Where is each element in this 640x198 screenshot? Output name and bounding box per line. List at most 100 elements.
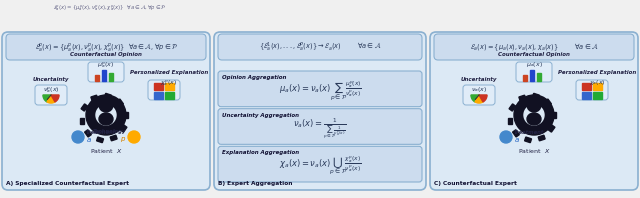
FancyBboxPatch shape: [430, 32, 638, 190]
FancyBboxPatch shape: [2, 32, 210, 190]
Circle shape: [128, 131, 140, 143]
Text: C) Counterfactual Expert: C) Counterfactual Expert: [434, 181, 517, 186]
Bar: [508, 118, 512, 124]
Bar: [523, 75, 527, 81]
Bar: [165, 92, 174, 99]
Wedge shape: [47, 95, 55, 103]
Circle shape: [527, 98, 541, 112]
Bar: [104, 93, 111, 99]
Text: $\{\mathcal{E}^1_a(x),...,\mathcal{E}^P_a(x)\} \rightarrow \mathcal{E}_a(x)$    : $\{\mathcal{E}^1_a(x),...,\mathcal{E}^P_…: [259, 40, 381, 54]
Wedge shape: [43, 95, 51, 102]
FancyBboxPatch shape: [35, 85, 67, 105]
Bar: [165, 83, 174, 90]
Wedge shape: [471, 95, 487, 103]
Bar: [109, 73, 113, 81]
Bar: [154, 83, 163, 90]
Text: Treatment: Treatment: [86, 129, 116, 134]
Text: Counterfactual Opinion: Counterfactual Opinion: [498, 52, 570, 57]
Circle shape: [500, 131, 512, 143]
Ellipse shape: [99, 113, 113, 125]
Bar: [525, 137, 532, 143]
Text: $a$: $a$: [514, 136, 520, 144]
Bar: [582, 83, 591, 90]
Bar: [537, 73, 541, 81]
Text: $\mathcal{E}^p_a(x) = \{\mu^p_a(x), \nu^p_a(x), \chi^p_a(x)\}$  $\forall a \in \: $\mathcal{E}^p_a(x) = \{\mu^p_a(x), \nu^…: [53, 3, 167, 13]
Text: Uncertainty: Uncertainty: [461, 77, 497, 82]
Bar: [116, 99, 124, 106]
FancyBboxPatch shape: [218, 146, 422, 182]
Text: Personalized Explanation: Personalized Explanation: [130, 70, 208, 75]
Text: Counterfactual Opinion: Counterfactual Opinion: [70, 52, 142, 57]
Bar: [154, 92, 163, 99]
Text: $\mathcal{E}_a(x) = \{\mu_a(x), \nu_a(x), \chi_a(x)\}$        $\forall a \in \ma: $\mathcal{E}_a(x) = \{\mu_a(x), \nu_a(x)…: [470, 41, 598, 53]
Bar: [530, 70, 534, 81]
Text: Patient  $\mathit{X}$: Patient $\mathit{X}$: [518, 147, 550, 155]
Text: $\nu^p_a(x)$: $\nu^p_a(x)$: [43, 85, 60, 95]
FancyBboxPatch shape: [463, 85, 495, 105]
FancyBboxPatch shape: [218, 71, 422, 107]
Text: $\mu^p_a(x)$: $\mu^p_a(x)$: [97, 60, 115, 70]
Bar: [519, 95, 526, 101]
Bar: [552, 112, 556, 118]
Text: Technology: Technology: [93, 129, 126, 134]
FancyBboxPatch shape: [88, 62, 124, 82]
FancyBboxPatch shape: [214, 32, 426, 190]
Bar: [124, 112, 128, 118]
Text: B) Expert Aggregation: B) Expert Aggregation: [218, 181, 292, 186]
Bar: [84, 130, 92, 137]
Text: $\chi_a(x)$: $\chi_a(x)$: [589, 78, 605, 87]
Circle shape: [514, 95, 554, 135]
Text: Explanation Aggregation: Explanation Aggregation: [222, 150, 299, 155]
Text: $\mu_a(x)$: $\mu_a(x)$: [525, 60, 543, 69]
Bar: [97, 137, 104, 143]
Text: Opinion Aggregation: Opinion Aggregation: [222, 75, 286, 80]
Bar: [91, 95, 98, 101]
Wedge shape: [51, 95, 59, 102]
Text: $\chi^p_a(x)$: $\chi^p_a(x)$: [161, 78, 177, 88]
Bar: [532, 93, 540, 99]
Text: $\mathcal{E}^p_a(x) = \{\mu^p_a(x), \nu^p_a(x), \chi^p_a(x)\}$  $\forall a \in \: $\mathcal{E}^p_a(x) = \{\mu^p_a(x), \nu^…: [35, 41, 177, 53]
FancyBboxPatch shape: [218, 109, 422, 144]
Bar: [593, 92, 602, 99]
FancyBboxPatch shape: [218, 34, 422, 60]
Circle shape: [99, 98, 113, 112]
Text: Uncertainty: Uncertainty: [33, 77, 69, 82]
Text: Treatment: Treatment: [514, 129, 545, 134]
Circle shape: [72, 131, 84, 143]
Bar: [538, 135, 545, 141]
FancyBboxPatch shape: [576, 80, 608, 100]
Bar: [509, 104, 516, 111]
Wedge shape: [43, 95, 59, 103]
Text: $\nu_a(x) = \frac{1}{\sum_{p \in \mathcal{P}} \frac{1}{\nu^p_a(x)}}$: $\nu_a(x) = \frac{1}{\sum_{p \in \mathca…: [293, 116, 347, 141]
Bar: [545, 99, 552, 106]
Bar: [81, 104, 88, 111]
Bar: [582, 92, 591, 99]
Text: Patient  $\mathit{X}$: Patient $\mathit{X}$: [90, 147, 122, 155]
Text: $\chi_a(x) = \nu_a(x) \bigcup_{p \in \mathcal{P}} \frac{\chi^p_a(x)}{\nu^p_a(x)}: $\chi_a(x) = \nu_a(x) \bigcup_{p \in \ma…: [279, 155, 361, 177]
Bar: [513, 130, 519, 137]
Text: A) Specialized Counterfactual Expert: A) Specialized Counterfactual Expert: [6, 181, 129, 186]
Wedge shape: [479, 95, 487, 102]
Circle shape: [524, 105, 544, 125]
Text: $p$: $p$: [120, 135, 126, 145]
Ellipse shape: [527, 113, 541, 125]
Bar: [548, 125, 555, 132]
Bar: [80, 118, 84, 124]
Text: $a$: $a$: [86, 136, 92, 144]
FancyBboxPatch shape: [6, 34, 206, 60]
Bar: [110, 135, 117, 141]
FancyBboxPatch shape: [434, 34, 634, 60]
Text: Personalized Explanation: Personalized Explanation: [558, 70, 636, 75]
Bar: [593, 83, 602, 90]
Circle shape: [96, 105, 116, 125]
Wedge shape: [475, 95, 483, 103]
Bar: [102, 70, 106, 81]
Bar: [95, 75, 99, 81]
FancyBboxPatch shape: [516, 62, 552, 82]
Text: $\nu_a(x)$: $\nu_a(x)$: [471, 85, 487, 94]
Text: $\mu_a(x) = \nu_a(x) \sum_{p \in \mathcal{P}} \frac{\mu^p_a(x)}{\nu^p_a(x)}$: $\mu_a(x) = \nu_a(x) \sum_{p \in \mathca…: [278, 79, 362, 103]
Text: Uncertainty Aggregation: Uncertainty Aggregation: [222, 113, 299, 118]
Wedge shape: [471, 95, 479, 102]
Circle shape: [86, 95, 126, 135]
Bar: [120, 125, 127, 132]
